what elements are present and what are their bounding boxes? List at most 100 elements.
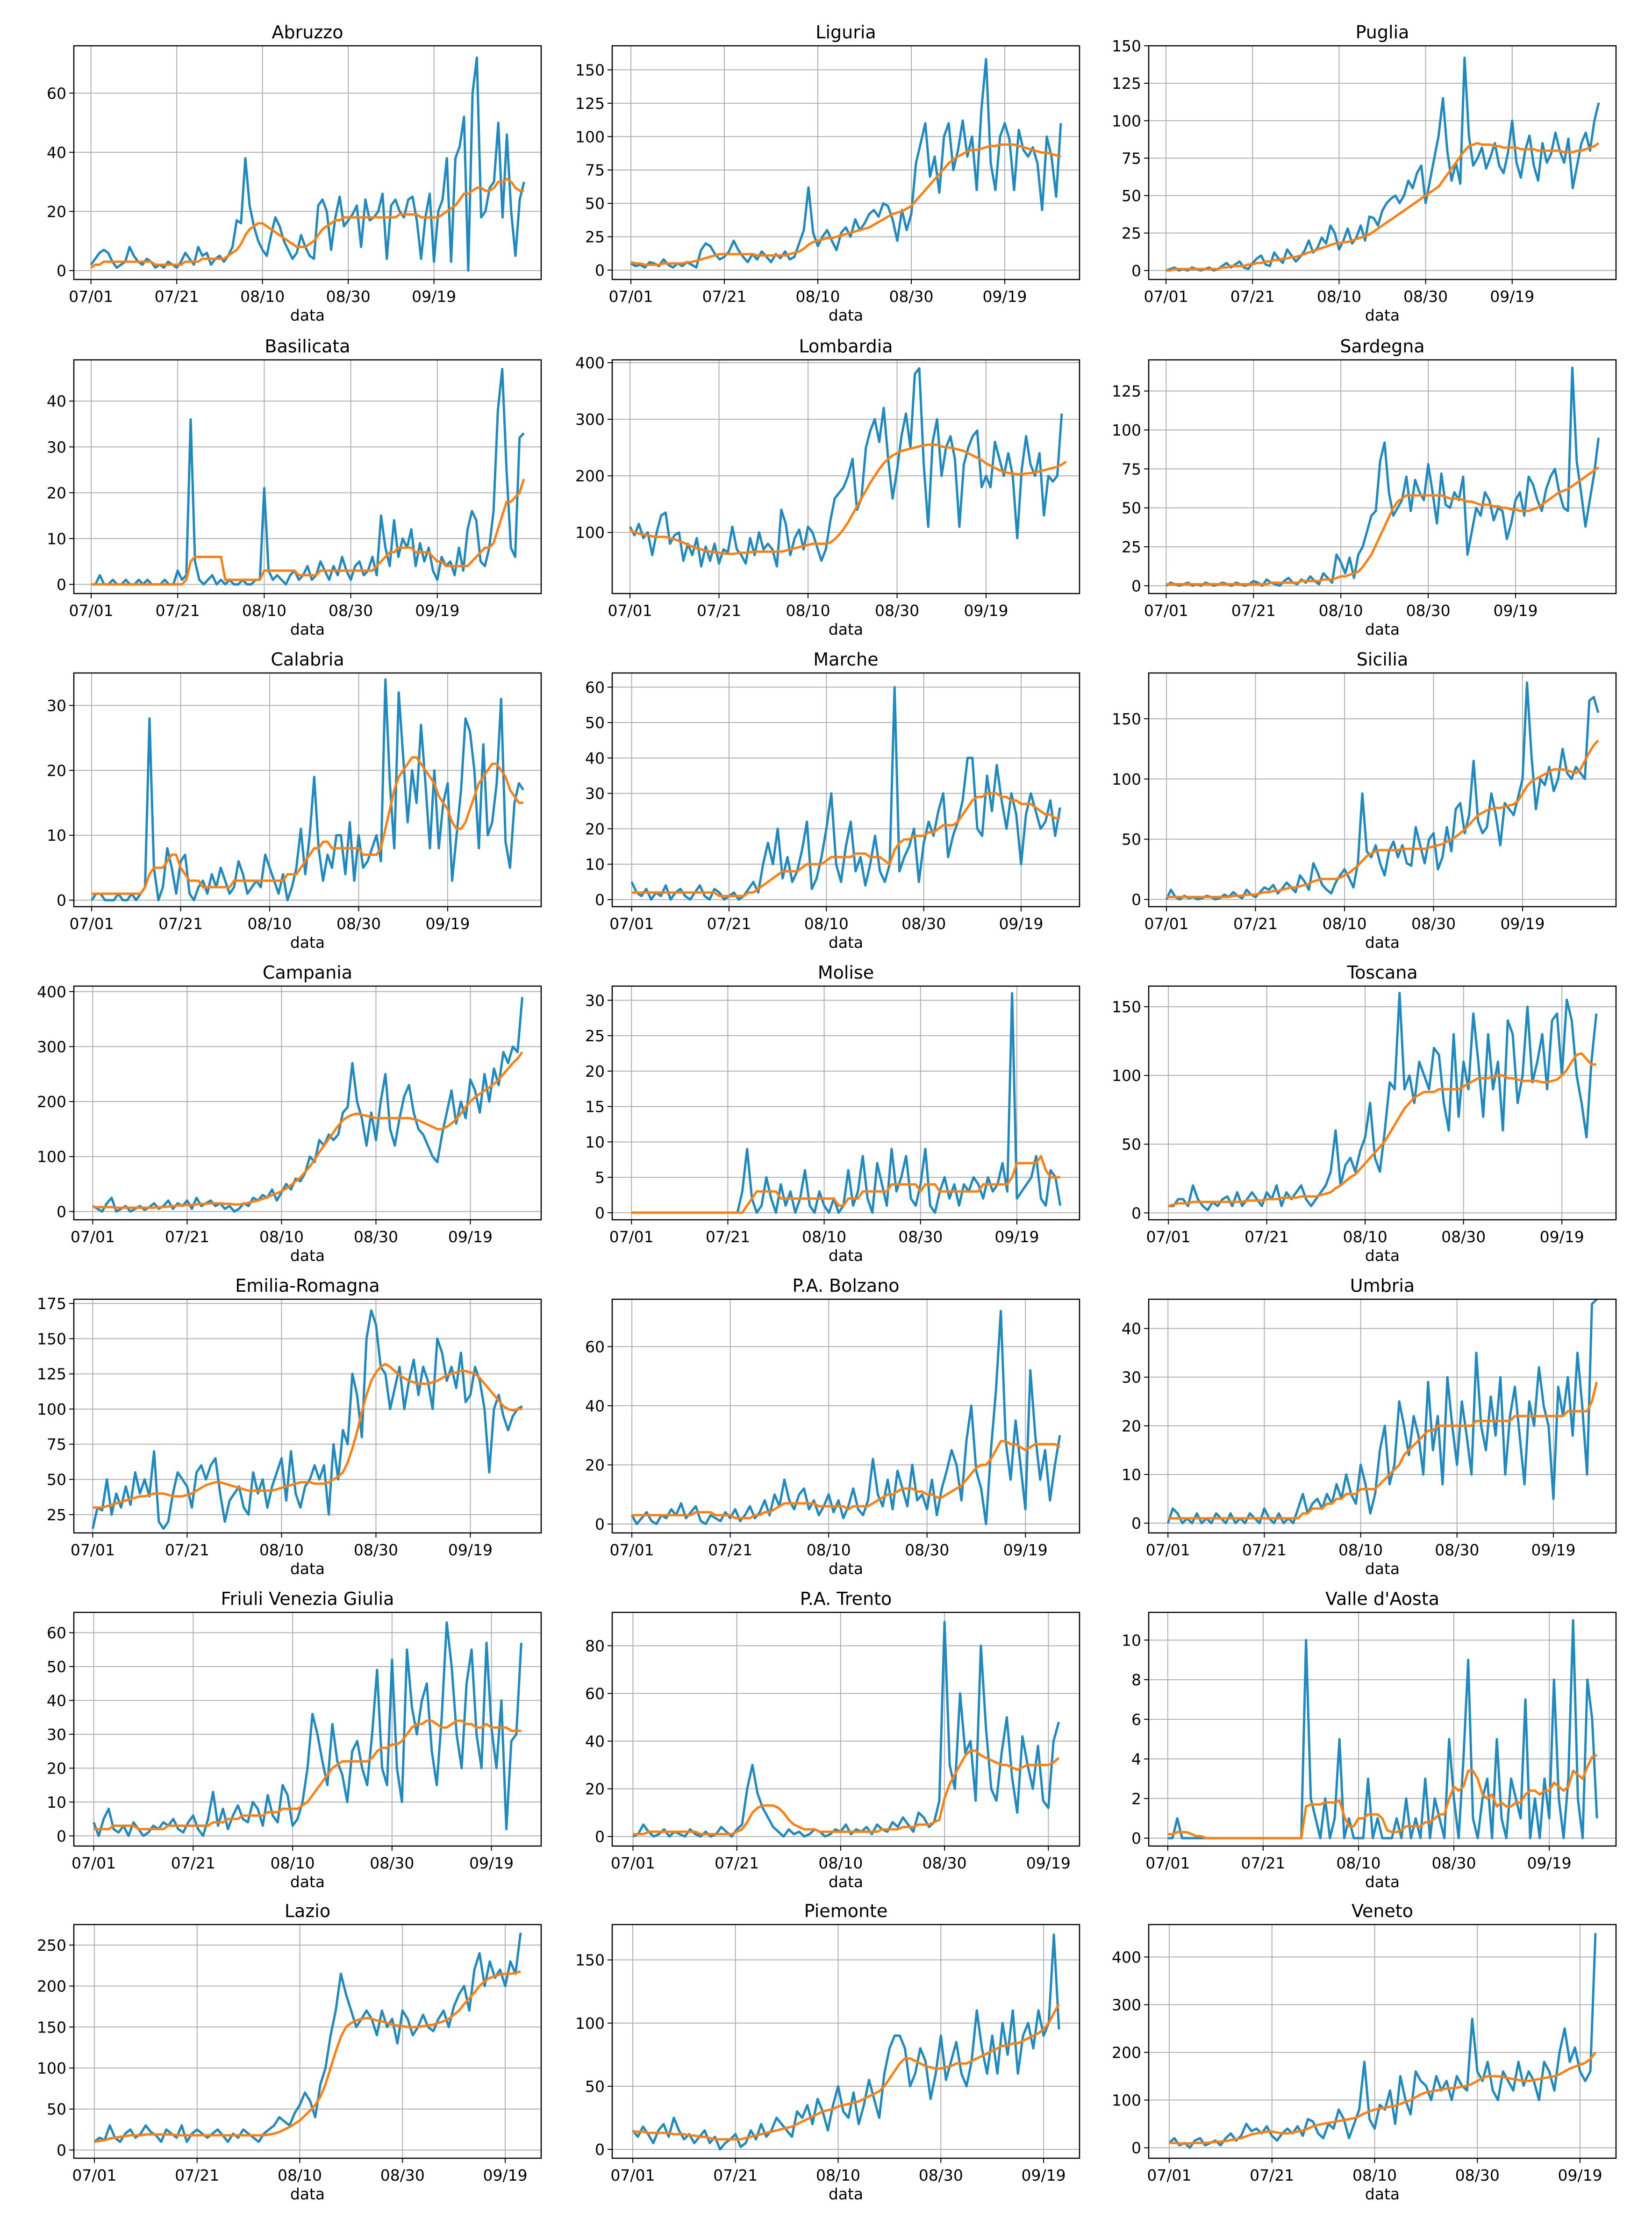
chart-valle-d-aosta: Valle d'Aosta 0 2 4 6 8 10 07/01 07/21 08/10 08/30… bbox=[1122, 1589, 1617, 1891]
series-line-daily bbox=[93, 1621, 522, 1837]
x-tick-label: 09/19 bbox=[982, 287, 1027, 306]
plot-frame bbox=[1148, 45, 1617, 280]
x-tick-label: 07/01 bbox=[610, 2166, 655, 2184]
series-line-daily bbox=[91, 1309, 523, 1530]
y-tick-label: 20 bbox=[47, 484, 66, 502]
series-line-average bbox=[1166, 466, 1600, 586]
y-tick-label: 150 bbox=[1112, 998, 1141, 1016]
y-tick-label: 75 bbox=[1122, 149, 1141, 167]
y-tick-label: 100 bbox=[1112, 112, 1141, 130]
y-tick-label: 0 bbox=[1131, 1204, 1141, 1222]
x-tick-label: 07/01 bbox=[610, 1541, 654, 1559]
y-tick-label: 10 bbox=[47, 826, 66, 845]
x-axis-label: data bbox=[1365, 306, 1400, 324]
x-tick-label: 07/21 bbox=[175, 2166, 219, 2184]
chart-title: Lazio bbox=[285, 1901, 330, 1921]
x-tick-label: 08/30 bbox=[329, 601, 373, 620]
x-tick-label: 07/01 bbox=[608, 601, 652, 620]
y-tick-label: 10 bbox=[585, 1133, 605, 1151]
y-tick-label: 0 bbox=[57, 2141, 66, 2159]
x-tick-label: 07/01 bbox=[1147, 2166, 1191, 2184]
x-tick-label: 07/01 bbox=[72, 1854, 116, 1872]
chart-toscana: Toscana 0 50 100 150 07/01 07/21 08/10 08/30 09/1… bbox=[1112, 962, 1617, 1265]
y-tick-label: 40 bbox=[1122, 1320, 1141, 1338]
plot-frame bbox=[73, 985, 542, 1221]
x-axis-label: data bbox=[829, 2185, 863, 2203]
y-tick-label: 20 bbox=[585, 1456, 605, 1474]
x-tick-label: 08/30 bbox=[919, 2166, 963, 2184]
series-line-daily bbox=[629, 367, 1063, 568]
x-tick-label: 09/19 bbox=[1003, 1541, 1048, 1559]
y-tick-label: 100 bbox=[1112, 1066, 1141, 1085]
y-tick-label: 20 bbox=[585, 1062, 605, 1081]
y-tick-label: 150 bbox=[37, 2018, 66, 2036]
x-tick-label: 07/21 bbox=[713, 2166, 758, 2184]
series-line-average bbox=[1168, 1381, 1598, 1520]
x-tick-label: 07/21 bbox=[1230, 287, 1275, 306]
y-tick-label: 10 bbox=[47, 1793, 66, 1811]
plot-frame bbox=[73, 45, 542, 280]
y-tick-label: 0 bbox=[1131, 1829, 1141, 1847]
plot-frame bbox=[1148, 672, 1617, 908]
x-tick-label: 08/10 bbox=[1322, 915, 1366, 933]
x-tick-label: 07/01 bbox=[1144, 287, 1188, 306]
x-tick-label: 08/30 bbox=[1406, 601, 1451, 620]
x-tick-label: 07/01 bbox=[71, 1228, 115, 1246]
chart-emilia-romagna: Emilia-Romagna 25 50 75 100 125 150 175 07/01 07/… bbox=[37, 1275, 542, 1578]
plot-frame bbox=[611, 985, 1080, 1221]
x-tick-label: 07/21 bbox=[1241, 1854, 1285, 1872]
chart-lombardia: Lombardia 100 200 300 400 07/01 07/21 08/10 08/3… bbox=[575, 336, 1080, 638]
series-line-average bbox=[632, 1440, 1061, 1519]
x-tick-label: 09/19 bbox=[994, 1228, 1039, 1246]
x-tick-label: 09/19 bbox=[1026, 1854, 1071, 1872]
y-tick-label: 0 bbox=[1131, 1514, 1141, 1532]
x-tick-label: 08/10 bbox=[240, 287, 285, 306]
x-axis-label: data bbox=[829, 1873, 863, 1891]
chart-molise: Molise 0 5 10 15 20 25 30 07/01 07/21 08/10 08/30 09… bbox=[585, 962, 1080, 1265]
y-tick-label: 25 bbox=[1122, 224, 1141, 243]
y-tick-label: 150 bbox=[1112, 37, 1141, 55]
y-tick-label: 300 bbox=[37, 1038, 66, 1056]
y-tick-label: 100 bbox=[1112, 770, 1141, 788]
x-tick-label: 08/30 bbox=[1432, 1854, 1476, 1872]
y-tick-label: 150 bbox=[575, 61, 605, 79]
x-tick-label: 07/21 bbox=[165, 1228, 209, 1246]
x-tick-label: 08/30 bbox=[1455, 2166, 1500, 2184]
series-line-daily bbox=[630, 58, 1062, 269]
x-tick-label: 09/19 bbox=[999, 915, 1043, 933]
y-tick-label: 5 bbox=[595, 1168, 605, 1187]
x-tick-label: 08/30 bbox=[354, 1228, 398, 1246]
x-tick-label: 07/01 bbox=[69, 601, 113, 620]
series-line-daily bbox=[631, 992, 1062, 1214]
x-tick-label: 08/30 bbox=[923, 1854, 967, 1872]
x-tick-label: 09/19 bbox=[448, 1228, 493, 1246]
x-tick-label: 08/30 bbox=[1411, 915, 1456, 933]
y-tick-label: 200 bbox=[37, 1093, 66, 1111]
x-tick-label: 08/10 bbox=[816, 2166, 860, 2184]
series-line-average bbox=[1167, 1754, 1598, 1839]
y-tick-label: 50 bbox=[1122, 830, 1141, 849]
y-tick-label: 25 bbox=[585, 228, 605, 246]
x-tick-label: 08/10 bbox=[804, 915, 849, 933]
x-tick-label: 07/21 bbox=[156, 601, 200, 620]
y-tick-label: 0 bbox=[1131, 262, 1141, 280]
plot-frame bbox=[1148, 1298, 1617, 1534]
chart-veneto: Veneto 0 100 200 300 400 07/01 07/21 08/10 08/30 0… bbox=[1112, 1901, 1617, 2203]
series-line-average bbox=[91, 479, 525, 586]
series-line-daily bbox=[1166, 57, 1600, 272]
x-tick-label: 07/21 bbox=[1233, 915, 1278, 933]
chart-title: Toscana bbox=[1346, 962, 1417, 983]
series-line-daily bbox=[92, 997, 524, 1213]
y-tick-label: 150 bbox=[37, 1330, 66, 1348]
x-axis-label: data bbox=[290, 1873, 325, 1891]
y-tick-label: 50 bbox=[1122, 187, 1141, 205]
x-tick-label: 07/21 bbox=[1242, 1541, 1287, 1559]
y-tick-label: 0 bbox=[595, 261, 605, 279]
series-line-daily bbox=[1167, 1619, 1598, 1839]
plot-frame bbox=[73, 672, 542, 908]
chart-abruzzo: Abruzzo 0 20 40 60 07/01 07/21 08/10 08/30 09/19 d… bbox=[47, 22, 542, 324]
y-tick-label: 60 bbox=[47, 84, 66, 102]
series-line-daily bbox=[630, 1310, 1061, 1525]
chart-title: Sardegna bbox=[1340, 336, 1424, 357]
x-tick-label: 07/01 bbox=[70, 915, 114, 933]
